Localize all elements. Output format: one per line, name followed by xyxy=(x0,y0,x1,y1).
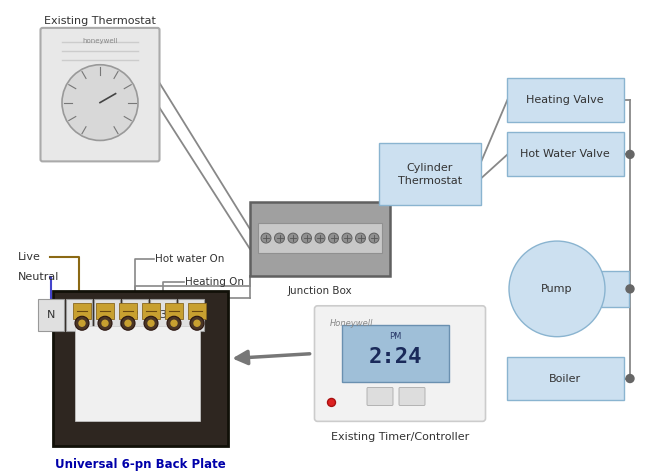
Circle shape xyxy=(274,233,285,243)
Text: Honeywell: Honeywell xyxy=(330,319,373,328)
Text: Existing Thermostat: Existing Thermostat xyxy=(44,16,156,26)
Circle shape xyxy=(626,285,634,293)
Text: 4: 4 xyxy=(187,310,194,320)
FancyBboxPatch shape xyxy=(38,299,64,331)
Text: 3: 3 xyxy=(159,310,166,320)
Circle shape xyxy=(302,233,311,243)
FancyBboxPatch shape xyxy=(341,325,448,382)
Circle shape xyxy=(509,241,605,337)
FancyBboxPatch shape xyxy=(367,387,393,405)
Text: Heating On: Heating On xyxy=(185,277,244,287)
FancyBboxPatch shape xyxy=(75,326,200,421)
Circle shape xyxy=(148,320,154,326)
Circle shape xyxy=(315,233,325,243)
Text: Boiler: Boiler xyxy=(549,374,581,383)
FancyBboxPatch shape xyxy=(250,202,390,276)
Text: N: N xyxy=(47,310,55,320)
FancyBboxPatch shape xyxy=(66,299,92,331)
FancyBboxPatch shape xyxy=(601,271,629,307)
FancyBboxPatch shape xyxy=(53,292,227,446)
FancyBboxPatch shape xyxy=(119,303,137,319)
FancyBboxPatch shape xyxy=(506,133,623,176)
FancyBboxPatch shape xyxy=(258,223,382,253)
Circle shape xyxy=(626,374,634,383)
Text: 1: 1 xyxy=(103,310,111,320)
FancyBboxPatch shape xyxy=(178,299,204,331)
Circle shape xyxy=(102,320,108,326)
FancyBboxPatch shape xyxy=(94,299,120,331)
Circle shape xyxy=(342,233,352,243)
Text: PM: PM xyxy=(389,332,401,341)
Text: Junction Box: Junction Box xyxy=(288,286,352,296)
Circle shape xyxy=(626,150,634,158)
Text: Hot water On: Hot water On xyxy=(155,254,224,264)
FancyBboxPatch shape xyxy=(40,28,159,161)
Text: Universal 6-pn Back Plate: Universal 6-pn Back Plate xyxy=(55,458,226,471)
Circle shape xyxy=(79,320,85,326)
Text: 2:24: 2:24 xyxy=(369,346,422,366)
Text: Hot Water Valve: Hot Water Valve xyxy=(520,149,610,159)
FancyBboxPatch shape xyxy=(399,387,425,405)
FancyBboxPatch shape xyxy=(379,144,481,205)
Text: 2: 2 xyxy=(131,310,138,320)
Circle shape xyxy=(356,233,365,243)
FancyBboxPatch shape xyxy=(165,303,183,319)
FancyBboxPatch shape xyxy=(506,356,623,401)
Text: Live: Live xyxy=(18,252,41,262)
FancyBboxPatch shape xyxy=(150,299,176,331)
Circle shape xyxy=(144,316,158,330)
Circle shape xyxy=(75,316,89,330)
Text: Neutral: Neutral xyxy=(18,272,59,282)
Circle shape xyxy=(328,233,339,243)
FancyBboxPatch shape xyxy=(315,306,486,421)
FancyBboxPatch shape xyxy=(188,303,206,319)
FancyBboxPatch shape xyxy=(142,303,160,319)
FancyBboxPatch shape xyxy=(96,303,114,319)
Circle shape xyxy=(121,316,135,330)
Circle shape xyxy=(288,233,298,243)
Circle shape xyxy=(369,233,379,243)
Circle shape xyxy=(328,399,335,406)
Text: L: L xyxy=(76,310,82,320)
Circle shape xyxy=(62,65,138,140)
Text: Heating Valve: Heating Valve xyxy=(526,95,604,105)
Circle shape xyxy=(167,316,181,330)
Text: Cylinder
Thermostat: Cylinder Thermostat xyxy=(398,163,462,186)
FancyBboxPatch shape xyxy=(73,303,91,319)
Text: Existing Timer/Controller: Existing Timer/Controller xyxy=(331,432,469,442)
Circle shape xyxy=(98,316,112,330)
Circle shape xyxy=(194,320,200,326)
FancyBboxPatch shape xyxy=(506,78,623,121)
Circle shape xyxy=(190,316,204,330)
Circle shape xyxy=(171,320,177,326)
Text: honeywell: honeywell xyxy=(82,38,118,44)
Circle shape xyxy=(261,233,271,243)
Text: Pump: Pump xyxy=(541,284,573,294)
Circle shape xyxy=(125,320,131,326)
FancyBboxPatch shape xyxy=(122,299,148,331)
